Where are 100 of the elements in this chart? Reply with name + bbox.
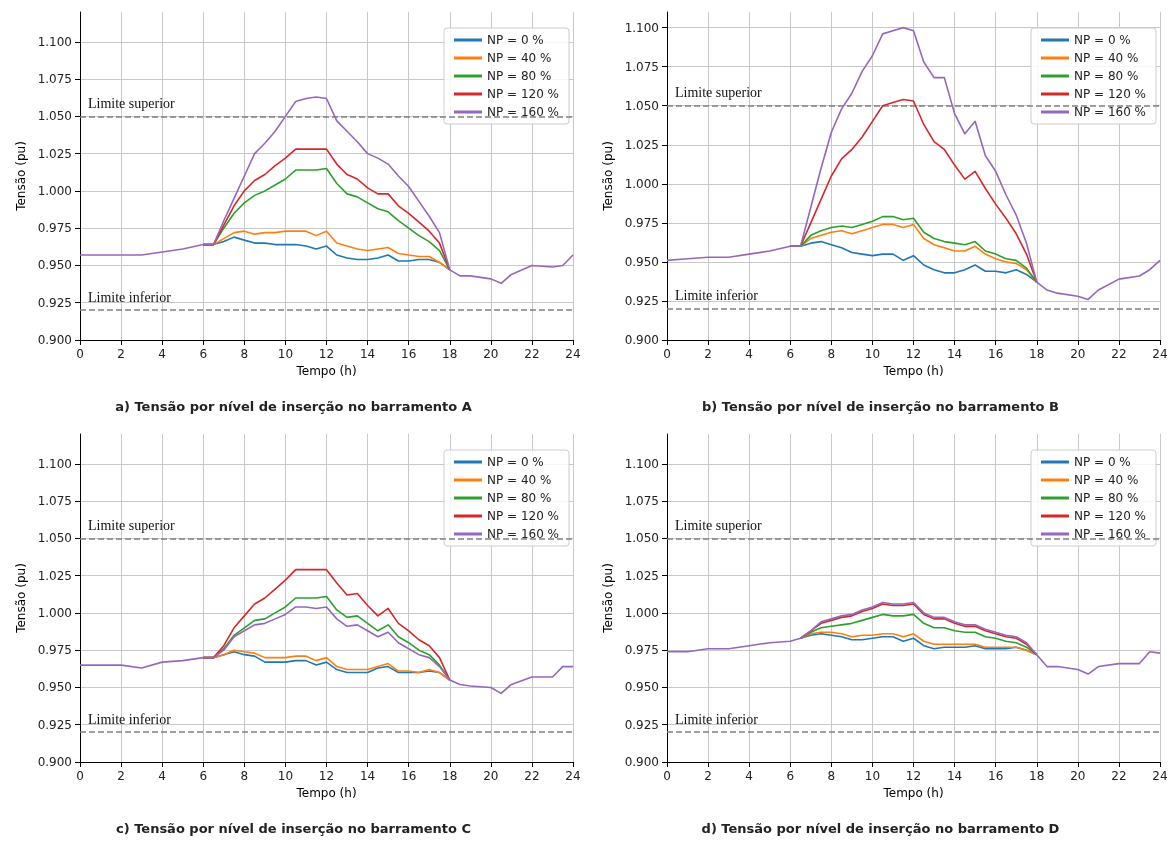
legend-label: NP = 40 %	[1073, 51, 1139, 65]
y-tick-label: 0.900	[37, 755, 72, 769]
legend-label: NP = 0 %	[486, 455, 544, 469]
ref-line-label: Limite superior	[88, 517, 176, 533]
x-tick-label: 0	[663, 769, 671, 783]
x-tick-label: 4	[158, 769, 166, 783]
ref-line-label: Limite inferior	[675, 288, 759, 304]
legend-label: NP = 160 %	[486, 527, 560, 541]
x-tick-label: 22	[524, 769, 540, 783]
legend-label: NP = 80 %	[1073, 491, 1139, 505]
x-tick-label: 6	[786, 347, 795, 361]
legend-label: NP = 160 %	[486, 105, 560, 119]
x-tick-label: 10	[277, 769, 294, 783]
text: c) Tensão por nível de inserção no barramento C	[116, 821, 471, 836]
x-axis-title: Tempo (h)	[295, 363, 357, 378]
x-axis-title: Tempo (h)	[295, 785, 357, 800]
y-tick-label: 1.025	[37, 568, 72, 583]
x-tick-label: 8	[240, 769, 249, 783]
x-tick-label: 14	[946, 769, 963, 783]
x-tick-label: 10	[277, 347, 294, 361]
x-tick-label: 24	[1152, 769, 1168, 783]
x-tick-label: 20	[483, 347, 499, 361]
y-tick-label: 0.900	[37, 333, 72, 347]
y-tick-label: 1.075	[624, 59, 659, 74]
legend-label: NP = 40 %	[1073, 473, 1139, 487]
y-tick-label: 1.075	[37, 494, 72, 509]
x-tick-label: 6	[786, 769, 795, 783]
y-tick-label: 0.950	[37, 258, 72, 273]
legend-label: NP = 40 %	[486, 473, 552, 487]
y-tick-label: 1.100	[624, 456, 659, 471]
y-tick-label: 0.925	[37, 717, 72, 732]
x-tick-label: 14	[359, 769, 376, 783]
legend-label: NP = 160 %	[1073, 105, 1147, 119]
y-tick-label: 0.925	[624, 717, 659, 732]
x-tick-label: 12	[318, 769, 335, 783]
ref-line-label: Limite inferior	[88, 711, 172, 727]
line-series	[666, 601, 1161, 675]
text: a) Tensão por nível de inserção no barramento A	[115, 399, 472, 414]
y-tick-label: 0.925	[37, 295, 72, 310]
y-tick-label: 1.025	[624, 568, 659, 583]
line-series	[79, 96, 574, 285]
y-tick-label: 0.950	[624, 254, 659, 269]
y-tick-label: 0.975	[37, 221, 72, 236]
y-tick-label: 1.025	[37, 146, 72, 161]
x-tick-label: 4	[158, 347, 166, 361]
x-tick-label: 0	[76, 347, 84, 361]
y-tick-label: 1.050	[624, 98, 659, 113]
y-tick-label: 1.050	[624, 531, 659, 546]
y-tick-label: 1.100	[37, 34, 72, 49]
legend-label: NP = 40 %	[486, 51, 552, 65]
legend-label: NP = 0 %	[486, 33, 544, 47]
x-tick-label: 2	[704, 347, 712, 361]
x-tick-label: 12	[905, 769, 922, 783]
line-series	[79, 606, 574, 695]
y-tick-label: 0.950	[624, 680, 659, 695]
x-tick-label: 16	[401, 347, 417, 361]
ref-line-label: Limite inferior	[88, 289, 172, 305]
y-axis-title: Tensão (pu)	[600, 563, 615, 634]
legend-label: NP = 80 %	[1073, 69, 1139, 83]
y-axis-title: Tensão (pu)	[13, 141, 28, 212]
x-tick-label: 0	[76, 769, 84, 783]
y-tick-label: 1.050	[37, 531, 72, 546]
x-tick-label: 14	[946, 347, 963, 361]
x-tick-label: 0	[663, 347, 671, 361]
y-tick-label: 1.100	[37, 456, 72, 471]
y-tick-label: 1.025	[624, 137, 659, 152]
x-tick-label: 20	[1070, 769, 1086, 783]
x-tick-label: 12	[318, 347, 335, 361]
x-tick-label: 12	[905, 347, 922, 361]
y-tick-label: 1.050	[37, 109, 72, 124]
x-tick-label: 20	[483, 769, 499, 783]
y-tick-label: 0.975	[37, 643, 72, 658]
y-tick-label: 1.000	[624, 176, 659, 191]
y-tick-label: 0.900	[624, 333, 659, 347]
x-tick-label: 18	[442, 769, 458, 783]
y-tick-label: 0.900	[624, 755, 659, 769]
legend-label: NP = 120 %	[1073, 87, 1147, 101]
y-axis-title: Tensão (pu)	[13, 563, 28, 634]
ref-line-label: Limite superior	[675, 85, 763, 101]
x-tick-label: 4	[745, 347, 753, 361]
y-tick-label: 0.925	[624, 293, 659, 308]
y-tick-label: 1.075	[624, 494, 659, 509]
legend-label: NP = 160 %	[1073, 527, 1147, 541]
x-axis-title: Tempo (h)	[882, 363, 944, 378]
line-series	[666, 26, 1161, 301]
x-tick-label: 22	[1111, 769, 1127, 783]
y-tick-label: 1.000	[624, 605, 659, 620]
x-tick-label: 2	[117, 347, 125, 361]
x-tick-label: 8	[827, 347, 836, 361]
y-tick-label: 1.000	[37, 183, 72, 198]
y-tick-label: 1.000	[37, 605, 72, 620]
ref-line-label: Limite superior	[88, 95, 176, 111]
x-tick-label: 2	[704, 769, 712, 783]
x-tick-label: 10	[864, 769, 881, 783]
x-tick-label: 14	[359, 347, 376, 361]
legend-label: NP = 80 %	[486, 491, 552, 505]
x-tick-label: 2	[117, 769, 125, 783]
y-tick-label: 0.975	[624, 643, 659, 658]
x-tick-label: 18	[1029, 347, 1045, 361]
legend-label: NP = 120 %	[486, 87, 560, 101]
